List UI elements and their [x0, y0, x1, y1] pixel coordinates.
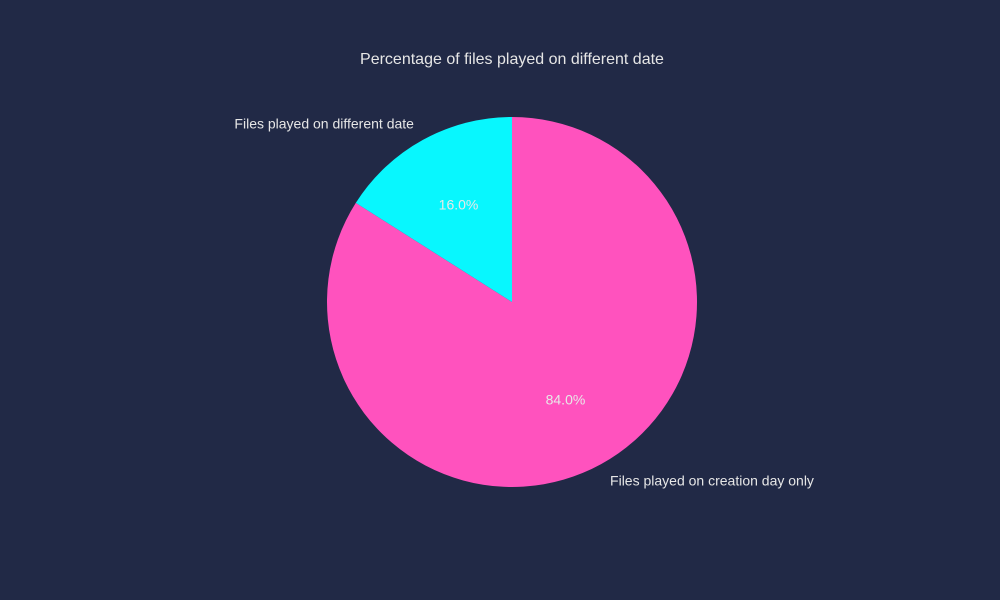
slice-percent-label: 84.0%	[546, 391, 586, 407]
pie-slices	[327, 117, 697, 487]
pie-slice	[355, 117, 512, 302]
slice-category-label: Files played on creation day only	[610, 472, 814, 488]
slice-percent-label: 16.0%	[439, 197, 479, 213]
slice-category-label: Files played on different date	[234, 116, 414, 132]
chart-title: Percentage of files played on different …	[360, 51, 664, 68]
pie-labels: 84.0% Files played on creation day only 16…	[234, 116, 814, 489]
